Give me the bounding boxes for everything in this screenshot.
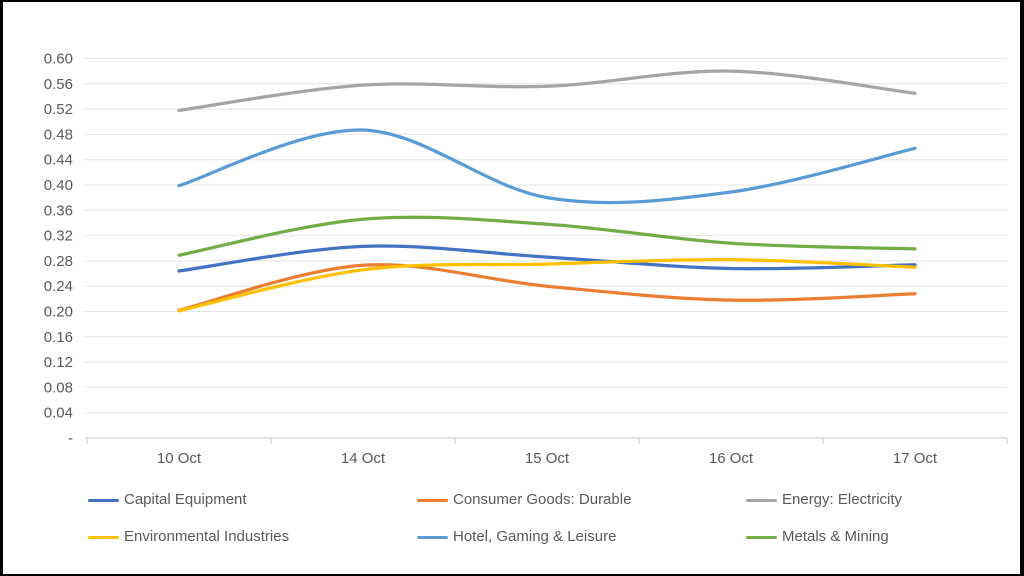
chart-canvas: [3, 2, 1020, 574]
series-line-environmental-industries: [177, 257, 917, 313]
y-axis-tick-label: 0.16: [44, 329, 73, 346]
y-axis-tick-label: 0.52: [44, 101, 73, 118]
y-axis-tick-label: 0.36: [44, 202, 73, 219]
series-line-hotel-gaming-leisure: [177, 128, 917, 205]
y-axis-tick-label: -: [68, 430, 73, 447]
x-axis-label: 10 Oct: [157, 450, 202, 467]
y-axis-tick-label: 0.04: [44, 405, 73, 422]
y-axis-tick-label: 0.60: [44, 51, 73, 68]
y-axis-tick-label: 0.56: [44, 76, 73, 93]
y-axis-tick-label: 0.12: [44, 354, 73, 371]
y-axis-tick-label: 0.24: [44, 278, 73, 295]
y-axis-tick-label: 0.40: [44, 177, 73, 194]
y-axis-tick-label: 0.08: [44, 379, 73, 396]
y-axis-tick-label: 0.44: [44, 152, 73, 169]
series-line-metals-mining: [177, 215, 917, 257]
x-axis-label: 17 Oct: [893, 450, 938, 467]
x-axis-label: 16 Oct: [709, 450, 754, 467]
x-axis-label: 14 Oct: [341, 450, 386, 467]
series-line-consumer-goods-durable: [177, 263, 917, 312]
y-axis-tick-label: 0.32: [44, 228, 73, 245]
y-axis-tick-label: 0.48: [44, 126, 73, 143]
series-line-energy-electricity: [177, 69, 917, 112]
series-line-capital-equipment: [177, 244, 917, 273]
x-axis-label: 15 Oct: [525, 450, 570, 467]
y-axis-tick-label: 0.20: [44, 304, 73, 321]
y-axis-tick-label: 0.28: [44, 253, 73, 270]
